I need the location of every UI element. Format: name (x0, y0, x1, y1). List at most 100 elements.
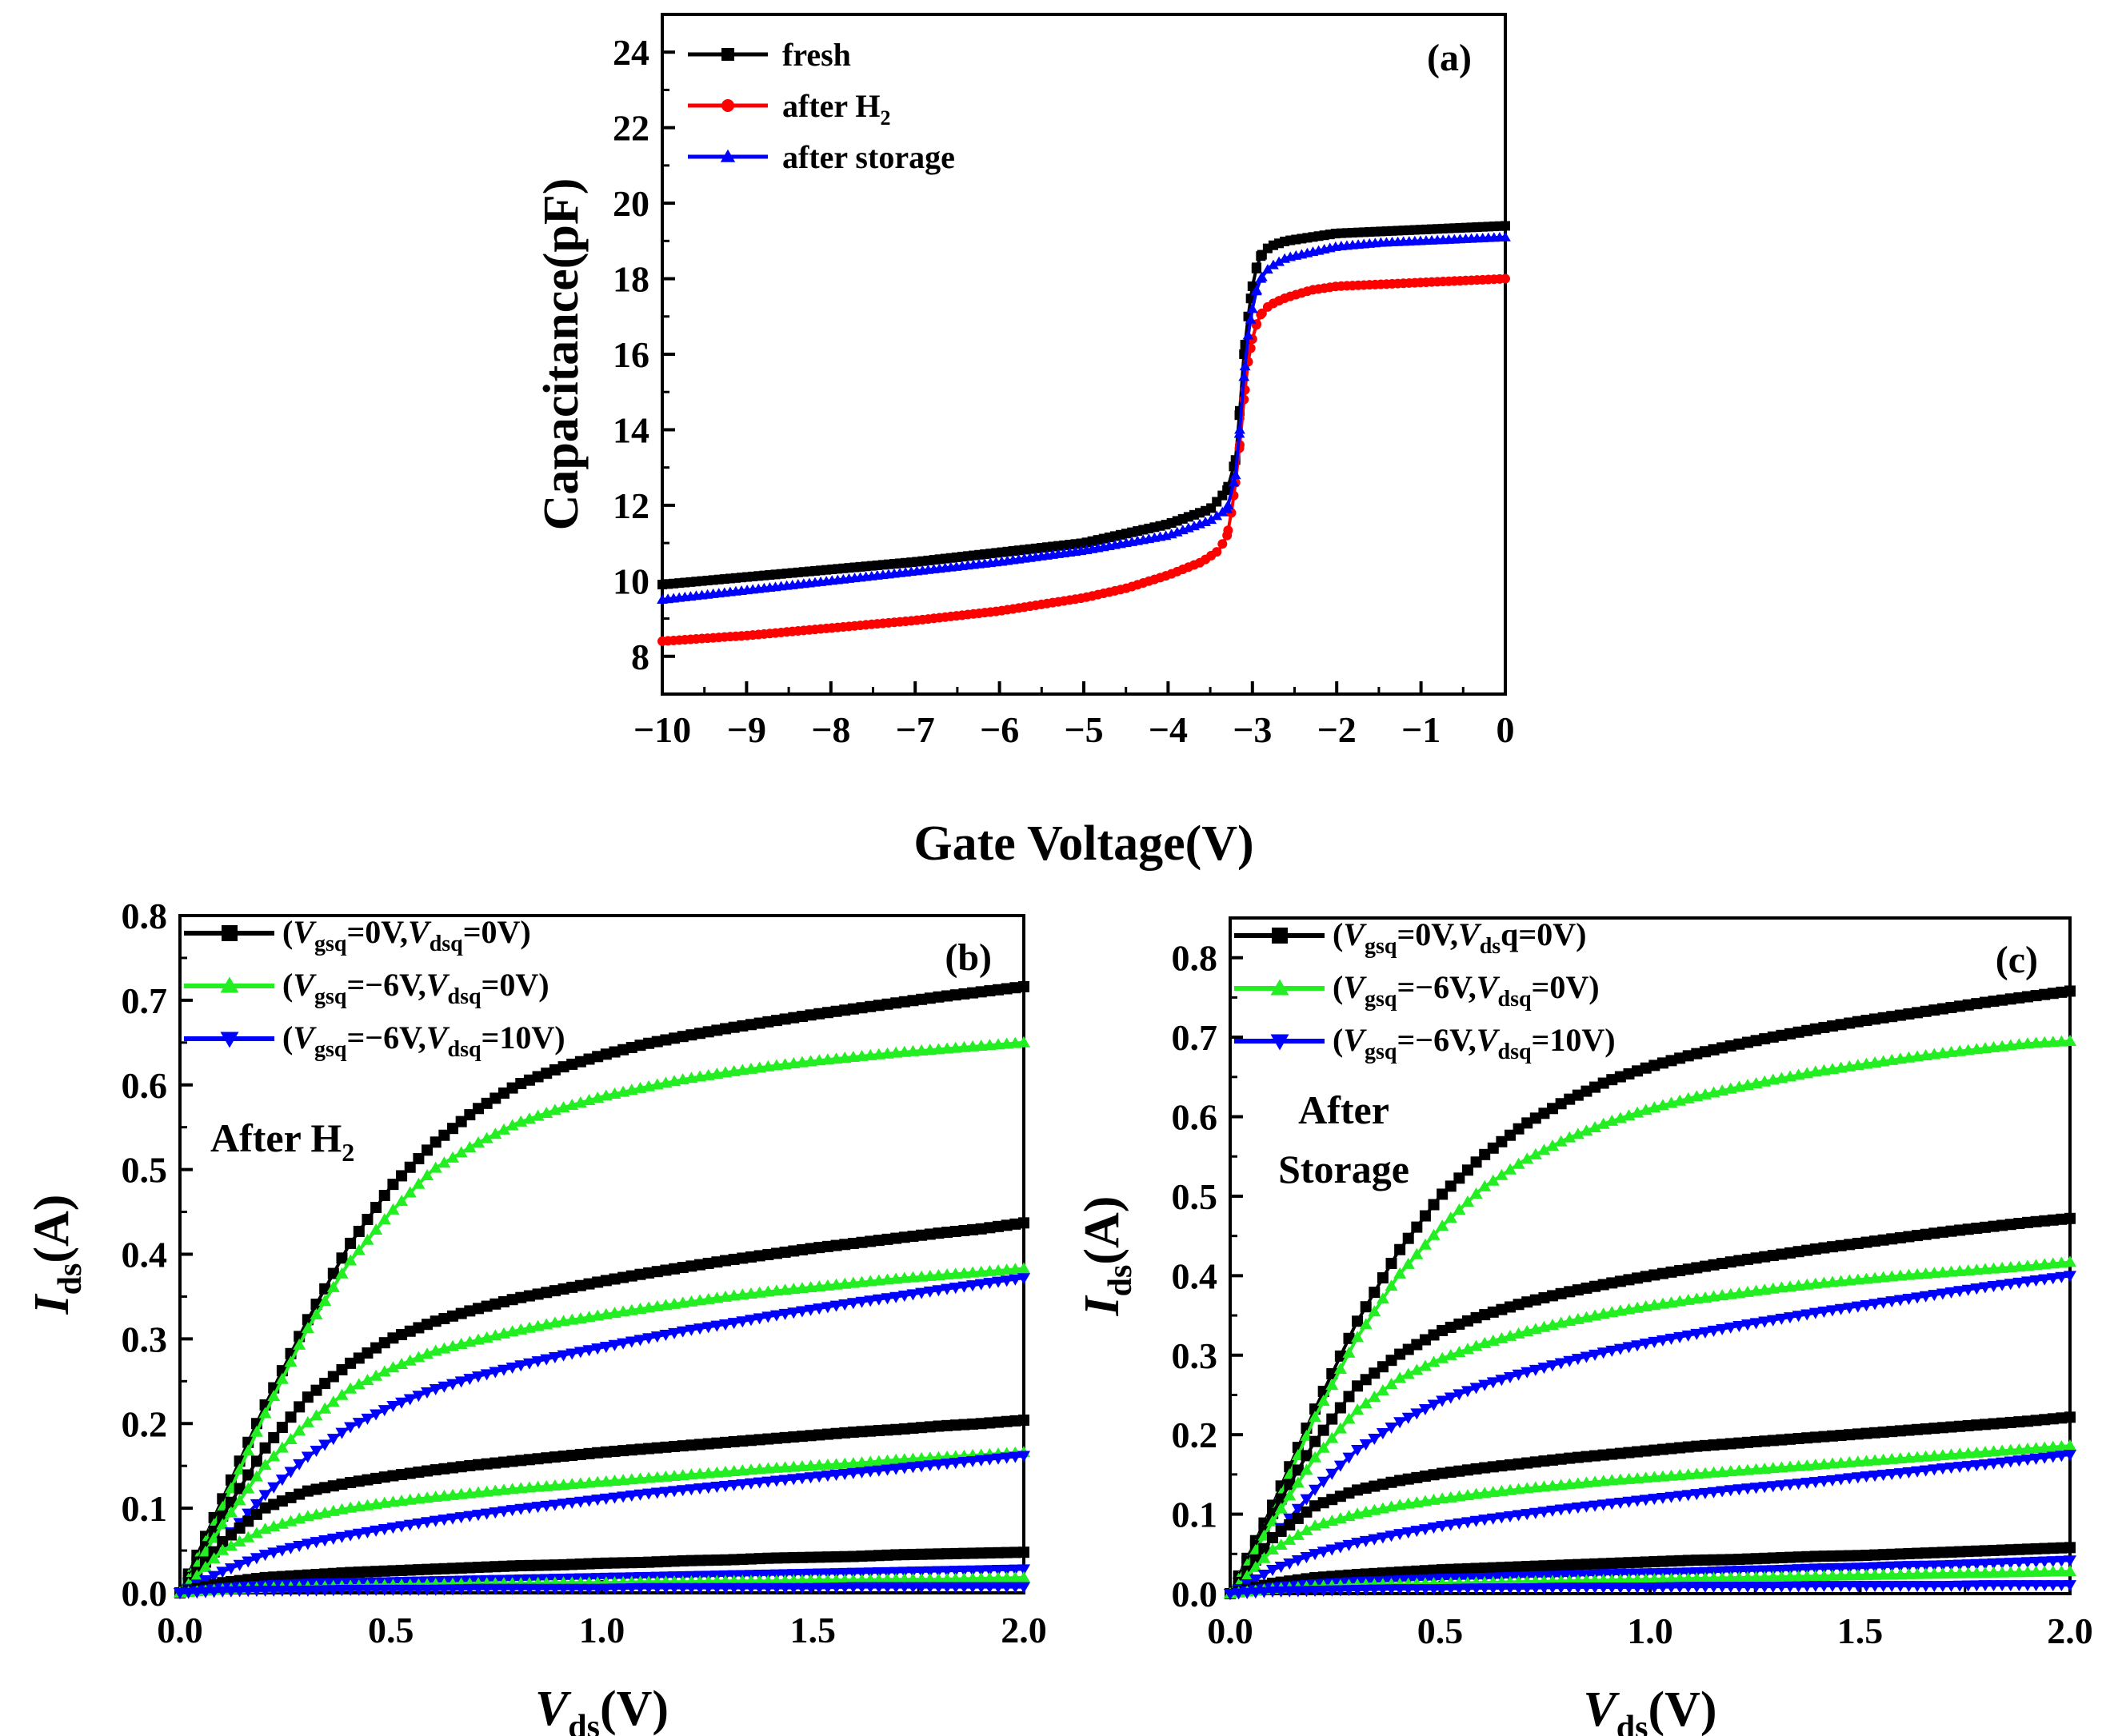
data-point (2021, 991, 2033, 1003)
data-point (1750, 1436, 1762, 1448)
data-point (643, 1267, 655, 1279)
data-point (1893, 1561, 1907, 1573)
data-point (1009, 1451, 1022, 1463)
data-point (515, 1560, 527, 1572)
legend-label: (Vgsq=−6V,Vdsq=0V) (282, 967, 549, 1009)
data-point (1817, 1563, 1831, 1575)
data-point (720, 1023, 732, 1035)
data-point (865, 1425, 877, 1437)
data-point (744, 1463, 758, 1475)
data-point (1478, 1583, 1492, 1595)
data-point (1325, 1544, 1339, 1556)
data-point (2055, 1555, 2068, 1567)
data-point (182, 1587, 195, 1599)
data-point (472, 1303, 484, 1315)
data-point (958, 1547, 970, 1559)
data-point (301, 1322, 314, 1334)
data-point (1648, 1336, 1661, 1348)
data-point (1453, 1389, 1466, 1401)
data-point (1470, 1156, 1482, 1168)
data-point (1419, 1334, 1431, 1346)
data-point (1885, 1452, 1899, 1464)
data-point (1656, 1057, 1668, 1069)
data-point (1588, 1120, 1602, 1132)
data-point (932, 1285, 945, 1297)
data-point (1252, 262, 1262, 273)
data-point (481, 1458, 493, 1470)
data-point (591, 1343, 605, 1355)
data-point (864, 1582, 877, 1594)
data-point (345, 1566, 357, 1578)
data-point (1852, 1550, 1864, 1562)
data-point (352, 1528, 366, 1540)
data-point (1283, 1533, 1297, 1545)
data-point (592, 1051, 604, 1063)
data-point (889, 1291, 903, 1303)
data-point (430, 1315, 442, 1327)
data-point (438, 1129, 450, 1141)
data-point (1656, 1492, 1669, 1504)
data-point (1996, 1219, 2008, 1231)
data-point (378, 1523, 391, 1535)
data-point (1291, 1528, 1305, 1540)
data-point (1648, 1494, 1661, 1506)
data-point (2029, 1453, 2043, 1465)
x-tick-label: −3 (1233, 709, 1272, 750)
data-point (795, 1459, 809, 1471)
data-point (1265, 1542, 1280, 1554)
data-point (787, 1460, 801, 1472)
data-point (923, 1573, 937, 1585)
data-point (2038, 1565, 2052, 1577)
data-point (633, 1335, 647, 1347)
data-point (1987, 1262, 2000, 1274)
data-point (829, 1470, 843, 1482)
data-point (344, 1254, 358, 1266)
data-point (1017, 1570, 1031, 1582)
data-point (856, 1002, 868, 1014)
data-point (1009, 1218, 1021, 1230)
data-point (1876, 1568, 1890, 1580)
data-point (370, 1342, 382, 1354)
data-point (1707, 1487, 1720, 1499)
data-point (1529, 1582, 1542, 1594)
data-point (438, 1463, 450, 1475)
data-point (293, 1585, 306, 1597)
data-point (1309, 1411, 1322, 1423)
series-3-vgsq-6-vdsq0 (173, 1262, 1031, 1598)
data-point (522, 1583, 536, 1595)
data-point (1750, 1553, 1762, 1565)
data-point (1580, 1451, 1592, 1463)
data-point (250, 1425, 263, 1437)
data-point (1792, 1246, 1804, 1258)
data-point (872, 1465, 885, 1477)
data-point (540, 1106, 553, 1118)
data-point (471, 1510, 486, 1522)
y-tick-label: 0.5 (1172, 1176, 1218, 1217)
data-point (404, 1564, 416, 1576)
data-point (1953, 1566, 1967, 1578)
data-point (522, 1503, 536, 1515)
data-point (813, 1242, 825, 1254)
data-point (1817, 1458, 1831, 1470)
data-point (991, 1038, 1005, 1050)
data-point (514, 1503, 528, 1515)
data-point (1996, 1558, 2009, 1570)
data-point (1699, 1554, 1711, 1566)
data-point (2063, 1035, 2077, 1047)
data-point (1851, 1455, 1864, 1467)
data-point (1018, 1546, 1029, 1558)
data-point (2012, 1557, 2026, 1569)
data-point (1246, 303, 1258, 313)
data-point (1707, 1582, 1720, 1594)
data-point (1453, 1583, 1466, 1595)
data-point (1800, 1459, 1814, 1471)
data-point (2064, 1542, 2076, 1554)
data-point (829, 1300, 843, 1312)
data-point (1537, 1143, 1551, 1155)
data-point (694, 1554, 706, 1566)
data-point (1860, 1562, 1873, 1574)
data-point (1580, 1501, 1593, 1513)
data-point (1503, 1583, 1517, 1595)
data-point (1317, 1395, 1330, 1407)
data-point (583, 1053, 595, 1065)
